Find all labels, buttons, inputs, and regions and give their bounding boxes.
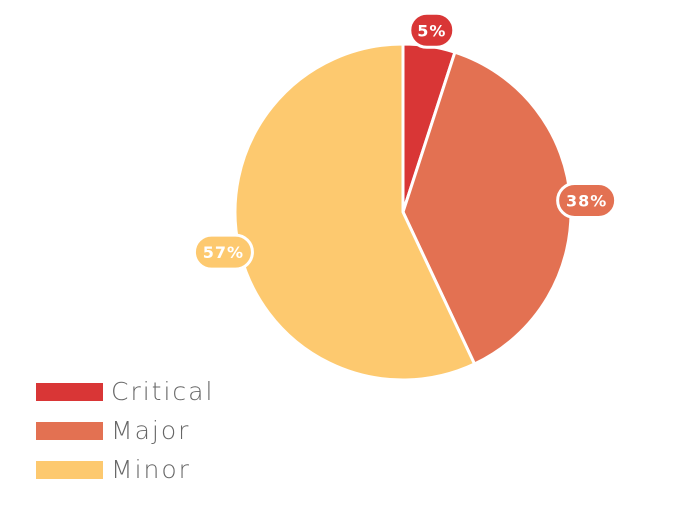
- legend-item-major[interactable]: Major: [36, 411, 214, 450]
- data-label-badge: [556, 181, 618, 219]
- data-label-minor: 57%: [192, 233, 254, 271]
- legend-label-minor: Minor: [111, 455, 191, 484]
- data-label-badge: [192, 233, 254, 271]
- legend-label-major: Major: [111, 416, 191, 445]
- legend-swatch-major: [36, 421, 103, 440]
- data-label-major: 38%: [556, 181, 618, 219]
- data-label-badge: [408, 11, 456, 49]
- legend-swatch-minor: [36, 460, 103, 479]
- legend-swatch-critical: [36, 382, 103, 401]
- data-label-text: 38%: [566, 191, 607, 210]
- legend: Critical Major Minor: [36, 372, 214, 489]
- data-label-text: 57%: [203, 243, 244, 262]
- legend-label-critical: Critical: [111, 377, 215, 406]
- data-label-text: 5%: [417, 21, 446, 40]
- legend-item-minor[interactable]: Minor: [36, 450, 214, 489]
- data-label-critical: 5%: [408, 11, 456, 49]
- legend-item-critical[interactable]: Critical: [36, 372, 214, 411]
